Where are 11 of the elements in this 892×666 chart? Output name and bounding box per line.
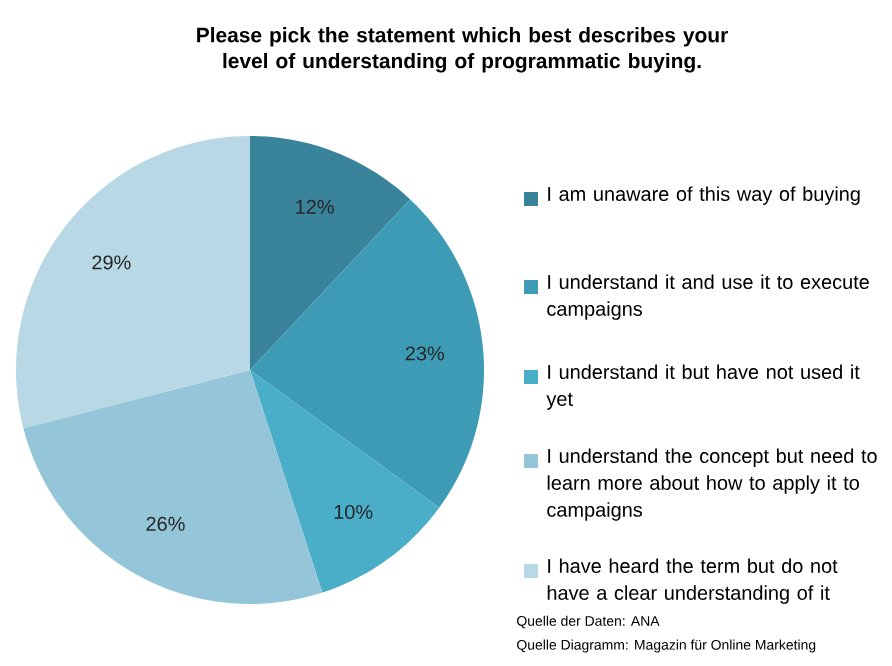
legend-label: I understand the concept but need to learn more about how to apply it to campaigns [547,448,877,521]
data-label: 29% [92,255,131,270]
legend-label: I understand it but have not used it yet [546,364,860,410]
data-label: 23% [405,346,444,361]
chart-title: Please pick the statement which best describes your level of understanding of programmatic buying. [197,27,728,73]
legend-label: I have heard the term but do not have a clear understanding of it [547,558,838,604]
legend-label: I am unaware of this way of buying [548,186,860,205]
legend-label: I understand it and use it to execute campaigns [547,274,869,320]
data-label: 10% [334,504,373,520]
data-label: 12% [296,199,334,214]
data-label: 26% [146,516,185,531]
